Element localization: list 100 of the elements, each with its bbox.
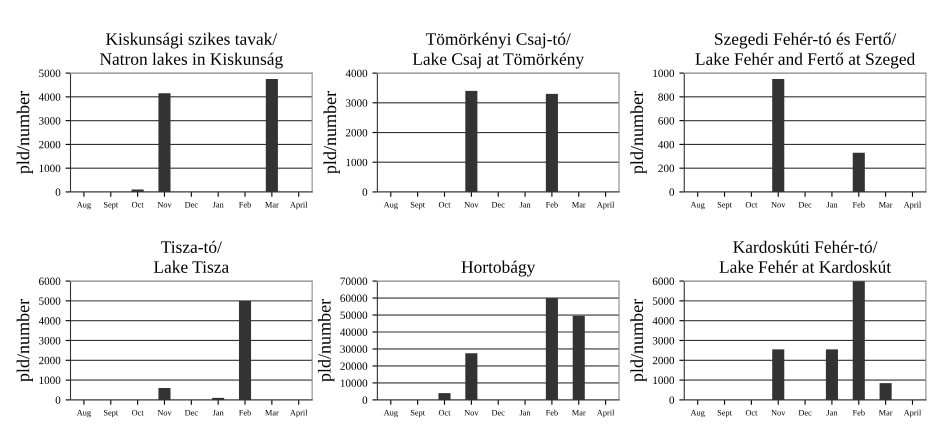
- y-tick-label: 1000: [653, 70, 674, 78]
- y-tick-label: 800: [658, 93, 674, 101]
- x-tick-label: Mar: [265, 410, 279, 416]
- y-tick-label: 5000: [652, 297, 674, 305]
- x-tick-label: Dec: [798, 410, 812, 416]
- x-tick-label: Oct: [438, 410, 450, 416]
- x-tick-label: Jan: [212, 202, 224, 208]
- x-tick-label: Jan: [520, 202, 530, 208]
- y-axis-title: pld/number: [16, 299, 33, 382]
- x-tick-label: Mar: [878, 202, 892, 208]
- x-tick-label: Nov: [464, 202, 479, 208]
- chart-title: Tömörkényi Csaj-tó/ Lake Csaj at Tömörkény: [412, 32, 584, 69]
- x-tick-label: Mar: [265, 202, 279, 208]
- x-tick-label: Feb: [546, 202, 558, 208]
- x-tick-label: Feb: [546, 410, 558, 416]
- y-tick-label: 0: [362, 188, 368, 196]
- x-tick-label: Nov: [771, 410, 786, 416]
- y-tick-label: 2000: [346, 128, 368, 136]
- y-tick-label: 400: [658, 140, 674, 148]
- y-tick-label: 5000: [39, 297, 60, 305]
- x-tick-label: Mar: [878, 410, 892, 416]
- y-tick-label: 6000: [39, 278, 60, 286]
- y-tick-label: 600: [658, 117, 674, 125]
- x-tick-label: Oct: [132, 202, 144, 208]
- x-tick-label: Oct: [746, 202, 758, 208]
- x-tick-label: Aug: [690, 202, 705, 210]
- y-tick-label: 60000: [340, 294, 368, 302]
- x-tick-label: Feb: [239, 202, 251, 208]
- x-tick-label: Feb: [852, 202, 865, 208]
- y-tick-label: 70000: [340, 278, 368, 286]
- x-tick-label: Feb: [239, 410, 251, 416]
- x-tick-label: Nov: [464, 410, 479, 416]
- y-tick-label: 40000: [340, 328, 368, 336]
- x-tick-label: Dec: [184, 202, 198, 208]
- chart-title: Kiskunsági szikes tavak/ Natron lakes in Kiskunság: [100, 32, 283, 69]
- y-tick-label: 1000: [346, 158, 368, 166]
- x-tick-label: Feb: [852, 410, 865, 416]
- x-tick-label: Aug: [690, 410, 705, 418]
- y-tick-label: 0: [56, 188, 60, 196]
- y-tick-label: 200: [658, 164, 674, 172]
- x-tick-label: Mar: [572, 410, 586, 416]
- y-tick-label: 20000: [340, 362, 368, 370]
- x-tick-label: Nov: [771, 202, 786, 208]
- y-tick-label: 3000: [652, 336, 674, 344]
- chart-title: Szegedi Fehér-tó és Fertő/ Lake Fehér and Fertő at Szeged: [695, 32, 916, 69]
- y-tick-label: 0: [669, 396, 674, 404]
- y-tick-label: 6000: [652, 278, 674, 286]
- x-tick-label: Jan: [212, 410, 224, 416]
- y-axis-title: pld/number: [318, 299, 334, 382]
- y-tick-label: 50000: [340, 311, 368, 319]
- y-tick-label: 4000: [652, 317, 674, 325]
- x-tick-label: Aug: [384, 202, 398, 210]
- y-axis-title: pld/number: [630, 299, 647, 382]
- y-tick-label: 0: [56, 396, 60, 404]
- x-tick-label: Aug: [76, 202, 91, 210]
- x-tick-label: April: [596, 202, 614, 210]
- x-tick-label: Nov: [158, 202, 172, 208]
- x-tick-label: April: [596, 410, 614, 418]
- chart-title: Tisza-tó/ Lake Tisza: [154, 240, 229, 273]
- y-axis-title: pld/number: [16, 91, 33, 174]
- x-tick-label: Dec: [798, 202, 812, 208]
- y-axis-title: pld/number: [630, 91, 647, 174]
- x-tick-label: Nov: [158, 410, 172, 416]
- y-axis-title: pld/number: [324, 91, 340, 174]
- x-tick-label: April: [290, 202, 308, 210]
- y-tick-label: 1000: [40, 376, 60, 384]
- x-tick-label: Sept: [410, 410, 426, 418]
- y-tick-label: 1000: [653, 376, 674, 384]
- x-tick-label: Sept: [718, 410, 732, 418]
- x-tick-label: Jan: [520, 410, 530, 416]
- x-tick-label: Oct: [132, 410, 144, 416]
- x-tick-label: Jan: [826, 202, 838, 208]
- y-tick-label: 4000: [38, 317, 60, 325]
- x-tick-label: Jan: [826, 410, 838, 416]
- y-tick-label: 0: [362, 396, 368, 404]
- x-tick-label: Dec: [492, 202, 505, 208]
- x-tick-label: Oct: [746, 410, 758, 416]
- x-tick-label: Aug: [76, 410, 91, 418]
- y-tick-label: 3000: [39, 117, 60, 125]
- x-tick-label: April: [904, 202, 922, 210]
- y-tick-label: 0: [669, 188, 674, 196]
- y-tick-label: 3000: [39, 336, 60, 344]
- y-tick-label: 3000: [346, 99, 368, 107]
- x-tick-label: Sept: [104, 410, 118, 418]
- x-tick-label: Aug: [384, 410, 398, 418]
- chart-title: Hortobágy: [462, 260, 536, 276]
- x-tick-label: Sept: [410, 202, 426, 210]
- x-tick-label: Dec: [492, 410, 505, 416]
- x-tick-label: Mar: [572, 202, 586, 208]
- y-tick-label: 5000: [39, 70, 60, 78]
- y-tick-label: 2000: [652, 356, 674, 364]
- y-tick-label: 4000: [346, 70, 368, 78]
- y-tick-label: 1000: [40, 164, 60, 172]
- y-tick-label: 2000: [39, 140, 60, 148]
- x-tick-label: Sept: [104, 202, 118, 210]
- y-tick-label: 30000: [340, 345, 368, 353]
- x-tick-label: Dec: [184, 410, 198, 416]
- y-tick-label: 10000: [340, 379, 368, 387]
- x-tick-label: April: [290, 410, 308, 418]
- x-tick-label: Sept: [718, 202, 732, 210]
